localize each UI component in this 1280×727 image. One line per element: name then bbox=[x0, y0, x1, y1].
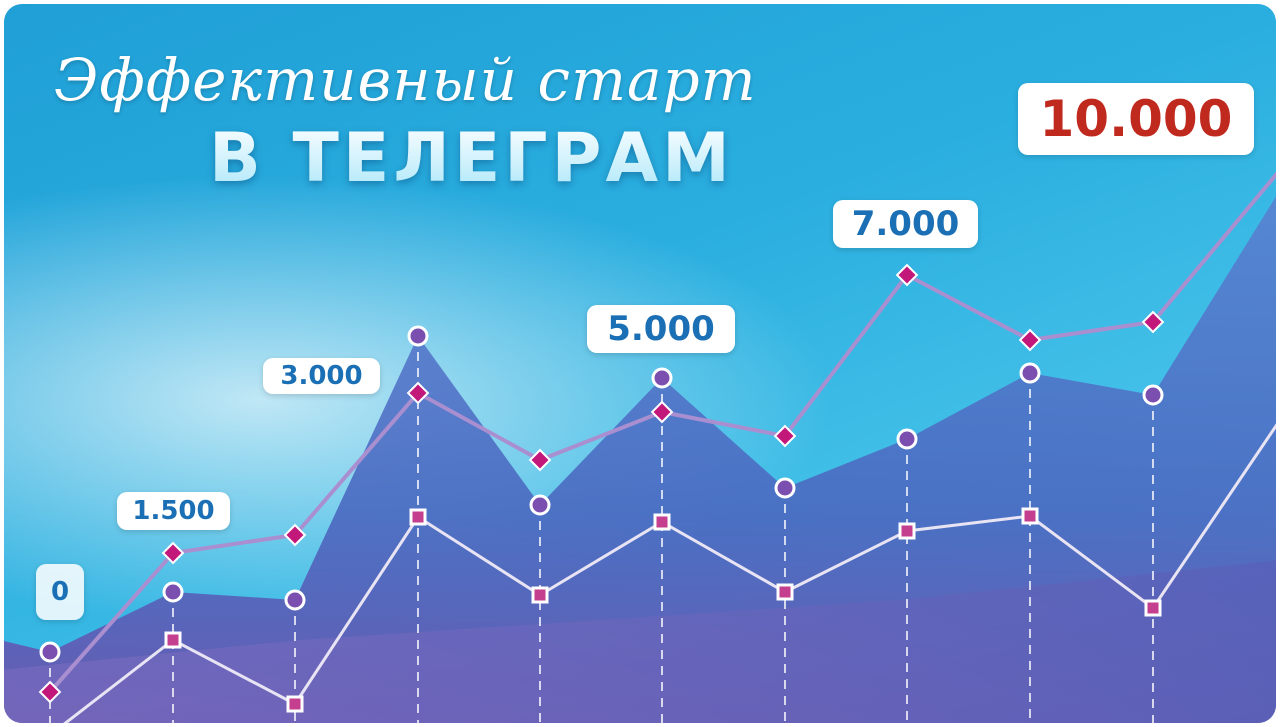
banner: Эффективный старт В ТЕЛЕГРАМ 0 1.500 3.0… bbox=[4, 4, 1276, 723]
diamond-marker bbox=[895, 263, 919, 287]
milestone-label-5000: 5.000 bbox=[587, 305, 735, 353]
growth-graphic bbox=[4, 171, 1276, 723]
diamond-marker bbox=[38, 680, 62, 704]
title-script-line: Эффективный старт bbox=[54, 46, 757, 114]
square-marker bbox=[531, 586, 549, 604]
milestone-label-10000: 10.000 bbox=[1018, 83, 1254, 155]
milestone-label-3000: 3.000 bbox=[263, 358, 380, 394]
circle-marker bbox=[162, 581, 184, 603]
diamond-marker bbox=[528, 448, 552, 472]
circle-marker bbox=[1142, 384, 1164, 406]
circle-marker bbox=[1019, 362, 1041, 384]
mountain-lower-band bbox=[4, 560, 1276, 723]
circle-marker bbox=[896, 428, 918, 450]
title-bold-line: В ТЕЛЕГРАМ bbox=[209, 119, 734, 198]
mountain-area bbox=[4, 196, 1276, 723]
diamond-marker bbox=[1141, 310, 1165, 334]
square-marker bbox=[898, 522, 916, 540]
circle-marker bbox=[284, 589, 306, 611]
diamond-marker bbox=[650, 400, 674, 424]
square-marker bbox=[164, 631, 182, 649]
square-marker bbox=[776, 583, 794, 601]
circle-marker bbox=[39, 641, 61, 663]
diamond-marker bbox=[406, 381, 430, 405]
circle-marker bbox=[529, 494, 551, 516]
circle-marker bbox=[774, 477, 796, 499]
square-marker bbox=[653, 513, 671, 531]
square-marker bbox=[409, 508, 427, 526]
diamond-marker bbox=[1018, 328, 1042, 352]
milestone-label-0: 0 bbox=[36, 564, 84, 620]
circle-marker bbox=[407, 325, 429, 347]
diamond-marker bbox=[161, 541, 185, 565]
square-marker bbox=[1021, 507, 1039, 525]
diamond-marker bbox=[283, 523, 307, 547]
diamond-marker bbox=[773, 424, 797, 448]
square-marker bbox=[1144, 599, 1162, 617]
square-marker bbox=[286, 695, 304, 713]
milestone-label-1500: 1.500 bbox=[117, 492, 230, 530]
milestone-label-7000: 7.000 bbox=[833, 200, 978, 248]
circle-marker bbox=[651, 367, 673, 389]
